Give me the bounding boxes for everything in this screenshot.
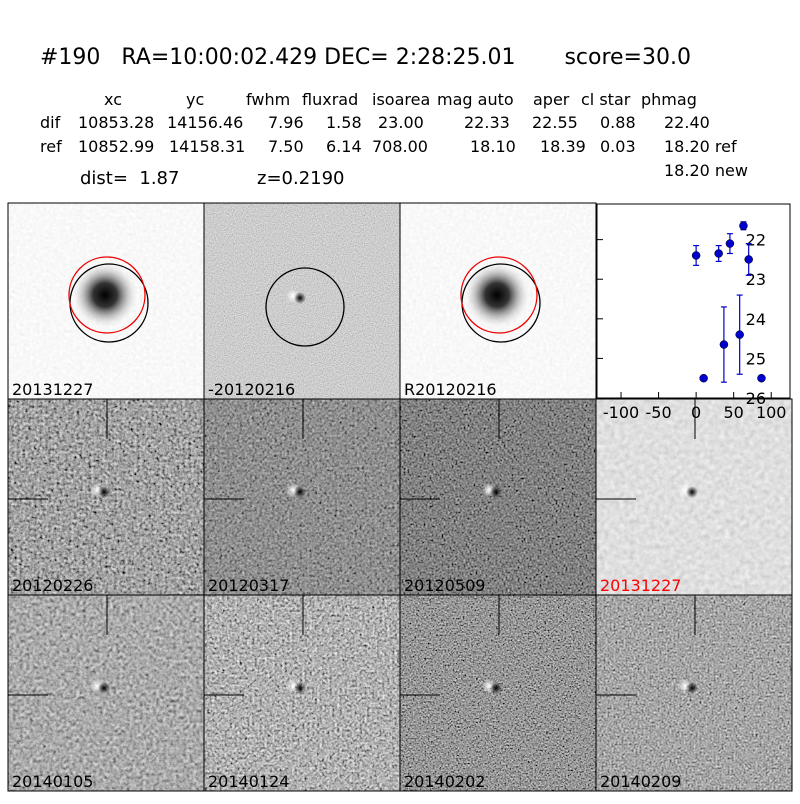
table-cell: 22.55 bbox=[532, 113, 578, 132]
cutout-label: 20140105 bbox=[12, 772, 93, 791]
cutout: 20140124 bbox=[203, 594, 401, 792]
cutout: 20131227 bbox=[595, 398, 793, 596]
cutout-label: 20120317 bbox=[208, 576, 289, 595]
cutout: 20140202 bbox=[399, 594, 597, 792]
point bbox=[719, 340, 729, 349]
table-cell: 1.58 bbox=[326, 113, 362, 132]
point bbox=[714, 249, 723, 258]
aperture bbox=[265, 267, 345, 347]
x-tick-label: -50 bbox=[646, 403, 672, 422]
x-tick-label: 0 bbox=[691, 403, 701, 422]
dist: dist= 1.87 bbox=[80, 168, 179, 189]
source-dark bbox=[686, 486, 698, 498]
y-tick-label: 25 bbox=[746, 349, 766, 368]
table-cell: 0.88 bbox=[600, 113, 636, 132]
table-cell: 7.96 bbox=[268, 113, 304, 132]
cutout-label: 20140209 bbox=[600, 772, 681, 791]
title: #190 RA=10:00:02.429 DEC= 2:28:25.01 sco… bbox=[40, 45, 691, 70]
point bbox=[699, 373, 708, 383]
cutout: 20120226 bbox=[7, 398, 205, 596]
cutout-label: 20131227 bbox=[12, 380, 93, 399]
cutout-label: 20140124 bbox=[208, 772, 289, 791]
redshift: z=0.2190 bbox=[257, 168, 345, 189]
table-cell: 18.20 ref bbox=[664, 137, 737, 156]
y-tick-label: 24 bbox=[746, 310, 766, 329]
table-cell: dif bbox=[40, 113, 61, 132]
column-header: xc bbox=[104, 90, 122, 109]
cutout-label: -20120216 bbox=[208, 380, 295, 399]
cutout: 20140105 bbox=[7, 594, 205, 792]
point bbox=[735, 330, 744, 339]
cutout: 20140209 bbox=[595, 594, 793, 792]
source-blob bbox=[463, 261, 531, 329]
source-dark bbox=[686, 682, 698, 694]
table-cell: 10853.28 bbox=[78, 113, 154, 132]
point bbox=[744, 255, 753, 264]
column-header: fluxrad bbox=[302, 90, 358, 109]
source-dark bbox=[490, 682, 502, 694]
table-cell: 708.00 bbox=[372, 137, 428, 156]
source-dark bbox=[294, 292, 306, 304]
table-extra: 18.20 new bbox=[664, 161, 748, 180]
table-cell: ref bbox=[40, 137, 62, 156]
cutout-label: 20120509 bbox=[404, 576, 485, 595]
cutout: 20120509 bbox=[399, 398, 597, 596]
point bbox=[691, 251, 701, 260]
cutout-label: 20140202 bbox=[404, 772, 485, 791]
source-blob bbox=[71, 261, 139, 329]
y-tick-label: 26 bbox=[746, 389, 766, 408]
table-cell: 18.39 bbox=[540, 137, 586, 156]
x-tick-label: -100 bbox=[603, 403, 639, 422]
point bbox=[757, 373, 766, 383]
table-cell: 14156.46 bbox=[167, 113, 243, 132]
aperture-ref bbox=[460, 256, 538, 334]
table-cell: 0.03 bbox=[600, 137, 636, 156]
table-cell: 22.40 bbox=[664, 113, 710, 132]
source-dark bbox=[490, 486, 502, 498]
column-header: yc bbox=[186, 90, 204, 109]
table-cell: 22.33 bbox=[464, 113, 510, 132]
x-tick-label: 100 bbox=[756, 403, 787, 422]
source-dark bbox=[294, 682, 306, 694]
column-header: cl star bbox=[581, 90, 631, 109]
x-tick-label: 50 bbox=[723, 403, 743, 422]
cutout-label: 20120226 bbox=[12, 576, 93, 595]
table-cell: 10852.99 bbox=[78, 137, 154, 156]
column-header: mag auto bbox=[437, 90, 514, 109]
cutout: 20120317 bbox=[203, 398, 401, 596]
source-dark bbox=[98, 486, 110, 498]
aperture-ref bbox=[68, 256, 146, 334]
y-tick-label: 22 bbox=[746, 231, 766, 250]
column-header: isoarea bbox=[372, 90, 430, 109]
cutout-frame bbox=[595, 594, 793, 792]
source-dark bbox=[98, 682, 110, 694]
column-header: aper bbox=[533, 90, 570, 109]
point bbox=[725, 239, 735, 248]
plot-area bbox=[596, 203, 791, 399]
column-header: fwhm bbox=[246, 90, 290, 109]
table-cell: 7.50 bbox=[268, 137, 304, 156]
point bbox=[739, 221, 748, 231]
source-dark bbox=[294, 486, 306, 498]
column-header: phmag bbox=[641, 90, 697, 109]
table-cell: 23.00 bbox=[378, 113, 424, 132]
table-cell: 6.14 bbox=[326, 137, 362, 156]
cutout: 20131227 bbox=[7, 202, 205, 400]
cutout: -20120216 bbox=[203, 202, 401, 400]
cutout-label: 20131227 bbox=[600, 576, 681, 595]
cutout: R20120216 bbox=[399, 202, 597, 400]
table-cell: 18.10 bbox=[470, 137, 516, 156]
table-cell: 14158.31 bbox=[169, 137, 245, 156]
cutout-label: R20120216 bbox=[404, 380, 497, 399]
